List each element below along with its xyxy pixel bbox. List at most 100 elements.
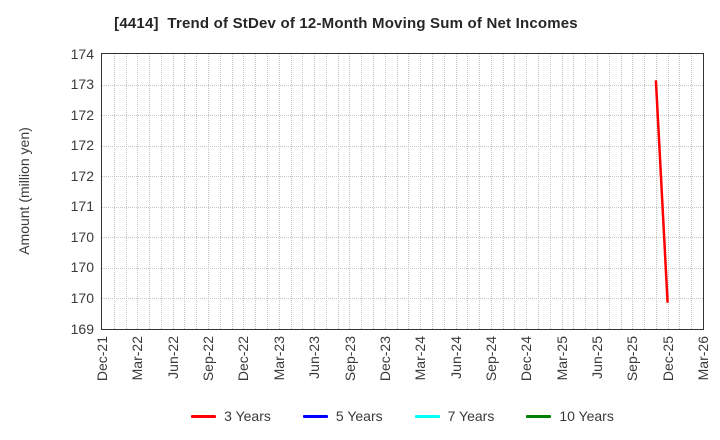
legend-label: 7 Years: [447, 408, 495, 424]
legend-label: 5 Years: [335, 408, 383, 424]
v-gridline: [349, 54, 351, 329]
v-gridline: [679, 54, 681, 329]
legend-label: 3 Years: [224, 408, 271, 424]
x-tick-label: Dec-24: [518, 336, 535, 382]
v-gridline: [373, 54, 375, 329]
v-gridline: [620, 54, 622, 329]
v-gridline: [490, 54, 492, 329]
v-gridline: [255, 54, 257, 329]
v-gridline: [443, 54, 445, 329]
v-gridline: [396, 54, 398, 329]
x-tick-label: Dec-22: [235, 336, 252, 382]
v-gridline: [420, 54, 422, 329]
legend-item: 3 Years: [191, 408, 271, 424]
y-tick-label: 174: [70, 45, 94, 62]
series-line-3-years: [654, 80, 669, 303]
y-tick-label: 172: [70, 106, 94, 123]
legend: 3 Years 5 Years 7 Years 10 Years: [101, 408, 704, 424]
y-tick-label: 170: [70, 228, 94, 245]
v-gridline: [514, 54, 516, 329]
x-tick-label: Dec-23: [376, 336, 393, 382]
y-tick-label: 173: [70, 76, 94, 93]
legend-item: 10 Years: [526, 408, 614, 424]
x-tick-label: Jun-24: [447, 336, 464, 379]
v-gridline: [632, 54, 634, 329]
legend-line-swatch: [302, 414, 328, 418]
v-gridline: [431, 54, 433, 329]
x-tick-label: Mar-24: [412, 336, 429, 381]
h-gridline: [102, 84, 703, 86]
h-gridline: [102, 267, 703, 269]
v-gridline: [573, 54, 575, 329]
x-tick-label: Mar-22: [129, 336, 146, 381]
plot-area: [101, 53, 704, 330]
v-gridline: [184, 54, 186, 329]
series-layer: [654, 80, 669, 303]
v-gridline: [502, 54, 504, 329]
h-gridline: [102, 115, 703, 117]
v-gridline: [149, 54, 151, 329]
v-gridline: [266, 54, 268, 329]
h-gridline: [102, 206, 703, 208]
legend-item: 7 Years: [414, 408, 495, 424]
y-axis-title: Amount (million yen): [16, 127, 32, 255]
v-gridline: [596, 54, 598, 329]
y-tick-label: 170: [70, 259, 94, 276]
h-gridline: [102, 298, 703, 300]
v-gridline: [538, 54, 540, 329]
legend-item: 5 Years: [302, 408, 383, 424]
x-tick-label: Dec-25: [659, 336, 676, 382]
x-tick-label: Sep-23: [341, 336, 358, 382]
v-gridline: [691, 54, 693, 329]
y-tick-label: 169: [70, 320, 94, 337]
x-tick-label: Sep-25: [624, 336, 641, 382]
v-gridline: [160, 54, 162, 329]
x-tick-label: Mar-23: [270, 336, 287, 381]
legend-line-swatch: [526, 414, 552, 418]
x-tick-label: Dec-21: [94, 336, 110, 382]
v-gridline: [667, 54, 669, 329]
v-gridline: [314, 54, 316, 329]
x-tick-label: Sep-22: [200, 336, 217, 382]
x-tick-label: Jun-23: [306, 336, 323, 379]
v-gridline: [137, 54, 139, 329]
v-gridline: [655, 54, 657, 329]
v-gridline: [196, 54, 198, 329]
x-tick-label: Mar-25: [553, 336, 570, 381]
h-gridline: [102, 176, 703, 178]
v-gridline: [172, 54, 174, 329]
v-gridline: [125, 54, 127, 329]
y-tick-label: 172: [70, 137, 94, 154]
v-gridline: [278, 54, 280, 329]
v-gridline: [608, 54, 610, 329]
v-gridline: [325, 54, 327, 329]
v-gridline: [361, 54, 363, 329]
v-gridline: [479, 54, 481, 329]
x-tick-label: Jun-25: [588, 336, 605, 379]
x-tick-label: Sep-24: [482, 336, 499, 382]
h-gridline: [102, 145, 703, 147]
v-gridline: [561, 54, 563, 329]
x-tick-label: Jun-22: [164, 336, 181, 379]
v-gridline: [455, 54, 457, 329]
v-gridline: [219, 54, 221, 329]
v-gridline: [231, 54, 233, 329]
v-gridline: [408, 54, 410, 329]
legend-line-swatch: [414, 414, 440, 418]
v-gridline: [243, 54, 245, 329]
v-gridline: [384, 54, 386, 329]
legend-line-swatch: [191, 414, 217, 418]
v-gridline: [644, 54, 646, 329]
x-tick-label: Mar-26: [695, 336, 711, 381]
y-tick-label: 172: [70, 167, 94, 184]
h-gridline: [102, 237, 703, 239]
v-gridline: [337, 54, 339, 329]
v-gridline: [526, 54, 528, 329]
chart-title: [4414] Trend of StDev of 12-Month Moving…: [114, 15, 578, 32]
y-tick-label: 171: [70, 198, 94, 215]
v-gridline: [585, 54, 587, 329]
v-gridline: [290, 54, 292, 329]
v-gridline: [549, 54, 551, 329]
v-gridline: [208, 54, 210, 329]
